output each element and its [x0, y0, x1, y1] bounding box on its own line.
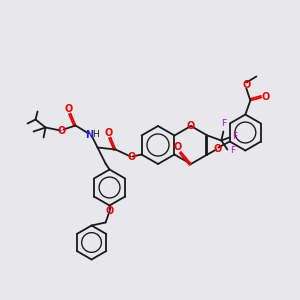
Text: O: O	[261, 92, 269, 101]
Text: O: O	[64, 103, 73, 113]
Text: O: O	[187, 121, 195, 131]
Text: O: O	[57, 127, 66, 136]
Text: O: O	[242, 80, 250, 89]
Text: O: O	[213, 143, 221, 154]
Text: F: F	[230, 146, 236, 155]
Text: O: O	[104, 128, 113, 137]
Text: H: H	[92, 130, 99, 139]
Text: N: N	[85, 130, 94, 140]
Text: O: O	[128, 152, 136, 163]
Text: O: O	[174, 142, 182, 152]
Text: F: F	[221, 119, 226, 128]
Text: F: F	[232, 132, 238, 141]
Text: O: O	[105, 206, 114, 215]
